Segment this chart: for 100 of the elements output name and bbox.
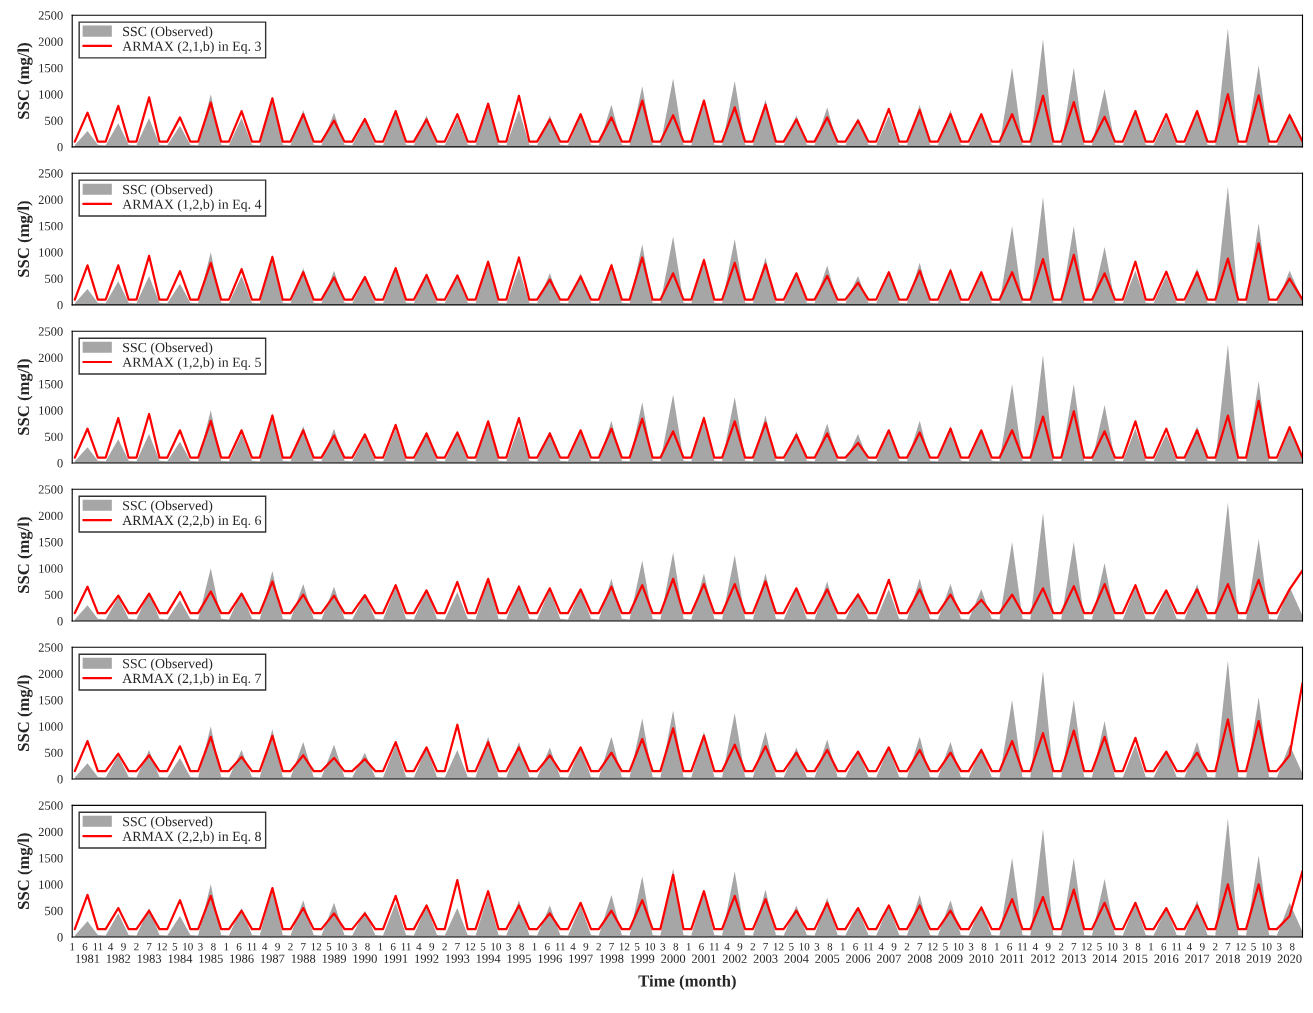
x-tick-label: 5 bbox=[172, 943, 178, 951]
x2-tick-label: 1988 bbox=[291, 954, 316, 963]
y-tick-label: 0 bbox=[57, 458, 63, 468]
x-tick-label: 9 bbox=[121, 942, 126, 951]
y-tick-label: 2500 bbox=[38, 169, 63, 178]
x-tick-label: 11 bbox=[555, 942, 565, 951]
x-tick-label: 1 bbox=[532, 942, 537, 951]
x2-tick-label: 1984 bbox=[168, 954, 193, 963]
y-tick-label: 0 bbox=[57, 775, 63, 784]
legend-label: SSC (Observed) bbox=[123, 658, 213, 672]
line-series bbox=[73, 569, 1303, 615]
x-axis-title: Time (month) bbox=[638, 974, 736, 990]
x-tick-label: 7 bbox=[917, 943, 923, 951]
x-tick-label: 6 bbox=[236, 942, 242, 951]
x-tick-label: 10 bbox=[645, 942, 656, 951]
x-tick-label: 9 bbox=[1045, 942, 1051, 951]
x2-tick-label: 1998 bbox=[600, 954, 624, 963]
x-tick-label: 2 bbox=[288, 942, 293, 951]
x2-tick-label: 2001 bbox=[691, 954, 716, 963]
x-tick-label: 4 bbox=[570, 942, 576, 951]
x-tick-label: 7 bbox=[301, 943, 306, 951]
y-tick-label: 2500 bbox=[38, 643, 63, 652]
x2-tick-label: 1986 bbox=[230, 954, 254, 963]
y-axis-title: SSC (mg/l) bbox=[17, 833, 33, 909]
x-tick-label: 4 bbox=[878, 942, 884, 951]
x2-tick-label: 2004 bbox=[784, 954, 809, 963]
x-tick-label: 5 bbox=[789, 943, 794, 951]
x2-tick-label: 2005 bbox=[815, 954, 840, 963]
x2-tick-label: 1989 bbox=[322, 954, 347, 963]
y-tick-label: 0 bbox=[57, 933, 63, 942]
legend-label: SSC (Observed) bbox=[123, 342, 213, 356]
x-tick-label: 2 bbox=[904, 942, 910, 951]
y-tick-label: 1000 bbox=[39, 880, 63, 889]
y-tick-label: 1500 bbox=[39, 537, 63, 547]
x-tick-label: 2 bbox=[596, 942, 601, 951]
x-tick-label: 9 bbox=[583, 942, 589, 951]
line-series bbox=[73, 399, 1303, 459]
y-tick-label: 1000 bbox=[39, 722, 63, 731]
x-tick-label: 8 bbox=[1289, 942, 1295, 951]
y-tick-label: 1500 bbox=[39, 63, 63, 73]
x-tick-label: 4 bbox=[724, 942, 730, 951]
y-tick-label: 2500 bbox=[38, 801, 63, 810]
y-tick-label: 1000 bbox=[39, 406, 63, 415]
x2-tick-label: 2010 bbox=[969, 954, 994, 963]
x-tick-label: 5 bbox=[1097, 943, 1102, 951]
y-tick-label: 500 bbox=[45, 906, 63, 916]
x2-tick-label: 1993 bbox=[445, 954, 470, 963]
x-tick-label: 10 bbox=[953, 942, 964, 951]
y-tick-label: 2500 bbox=[38, 327, 63, 336]
x-tick-label: 11 bbox=[247, 942, 257, 951]
x-tick-label: 6 bbox=[82, 942, 88, 951]
x-tick-label: 4 bbox=[262, 942, 268, 951]
line-series bbox=[73, 242, 1303, 301]
x-tick-label: 2 bbox=[134, 942, 139, 951]
x-tick-label: 5 bbox=[326, 943, 332, 951]
x2-tick-label: 1981 bbox=[76, 954, 100, 963]
x-tick-label: 3 bbox=[352, 942, 357, 951]
x2-tick-label: 1994 bbox=[476, 954, 501, 963]
x-tick-label: 10 bbox=[1107, 942, 1118, 951]
y-axis-title: SSC (mg/l) bbox=[17, 359, 33, 435]
x2-tick-label: 1995 bbox=[507, 954, 531, 963]
x-tick-label: 5 bbox=[634, 943, 640, 951]
x-tick-label: 11 bbox=[864, 942, 874, 951]
x2-tick-label: 2016 bbox=[1154, 954, 1179, 963]
x-tick-label: 10 bbox=[1261, 942, 1272, 951]
x-tick-label: 12 bbox=[773, 942, 784, 951]
x2-tick-label: 2000 bbox=[661, 954, 686, 963]
y-tick-label: 500 bbox=[45, 748, 63, 758]
y-tick-label: 500 bbox=[45, 590, 63, 600]
x-tick-label: 10 bbox=[491, 942, 502, 951]
legend-label: ARMAX (1,2,b) in Eq. 5 bbox=[122, 357, 261, 370]
x-tick-label: 12 bbox=[465, 942, 476, 951]
x2-tick-label: 1999 bbox=[630, 954, 655, 963]
line-series bbox=[73, 93, 1303, 143]
y-tick-label: 0 bbox=[57, 300, 63, 310]
y-axis-title: SSC (mg/l) bbox=[17, 675, 33, 751]
y-tick-label: 0 bbox=[57, 142, 63, 152]
x-tick-label: 11 bbox=[709, 942, 719, 951]
x-tick-label: 7 bbox=[1225, 943, 1231, 951]
x2-tick-label: 2008 bbox=[907, 954, 932, 963]
x2-tick-label: 1997 bbox=[569, 954, 593, 963]
x-tick-label: 9 bbox=[275, 942, 280, 951]
x-tick-label: 7 bbox=[147, 943, 152, 951]
x-tick-label: 4 bbox=[1032, 942, 1038, 951]
x2-tick-label: 2009 bbox=[938, 954, 963, 963]
x-tick-label: 5 bbox=[480, 943, 486, 951]
x2-tick-label: 1983 bbox=[137, 954, 162, 963]
x-tick-label: 9 bbox=[891, 942, 897, 951]
x-tick-label: 6 bbox=[1007, 942, 1013, 951]
legend-label: ARMAX (1,2,b) in Eq. 4 bbox=[122, 199, 262, 212]
y-tick-label: 2000 bbox=[38, 669, 63, 679]
x-tick-label: 4 bbox=[1186, 942, 1193, 951]
x-tick-label: 7 bbox=[763, 943, 768, 951]
x2-tick-label: 2017 bbox=[1185, 954, 1210, 963]
x2-tick-label: 1996 bbox=[538, 954, 562, 963]
x2-tick-label: 2007 bbox=[876, 954, 901, 963]
y-axis-title: SSC (mg/l) bbox=[17, 201, 33, 277]
x-tick-label: 9 bbox=[429, 942, 435, 951]
x-tick-label: 9 bbox=[1199, 942, 1205, 951]
x2-tick-label: 2013 bbox=[1061, 954, 1086, 963]
